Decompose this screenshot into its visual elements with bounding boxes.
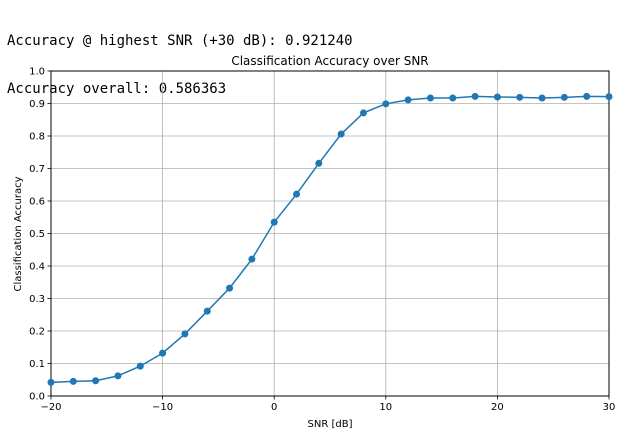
data-point bbox=[471, 92, 479, 100]
y-tick-label: 0.9 bbox=[29, 99, 45, 110]
data-point bbox=[114, 372, 122, 380]
y-tick-label: 0.8 bbox=[29, 132, 45, 143]
x-tick-label: 0 bbox=[271, 402, 277, 413]
data-point bbox=[203, 307, 211, 315]
y-tick-label: 0.1 bbox=[29, 359, 45, 370]
data-point bbox=[47, 378, 55, 386]
y-axis-title: Classification Accuracy bbox=[13, 176, 24, 291]
x-tick-label: −10 bbox=[152, 402, 173, 413]
y-tick-label: 0.2 bbox=[29, 327, 45, 338]
y-tick-label: 0.3 bbox=[29, 294, 45, 305]
data-point bbox=[493, 93, 501, 101]
data-point bbox=[560, 93, 568, 101]
data-point bbox=[293, 190, 301, 198]
x-tick-label: 20 bbox=[491, 402, 504, 413]
data-point bbox=[583, 92, 591, 100]
data-point bbox=[605, 93, 613, 101]
data-point bbox=[382, 100, 390, 108]
y-tick-label: 0.5 bbox=[29, 229, 45, 240]
data-point bbox=[516, 93, 524, 101]
y-tick-label: 0.7 bbox=[29, 164, 45, 175]
data-point bbox=[270, 218, 278, 226]
console-output: Accuracy @ highest SNR (+30 dB): 0.92124… bbox=[7, 1, 353, 113]
data-point bbox=[92, 377, 100, 385]
x-axis-title: SNR [dB] bbox=[308, 419, 353, 430]
accuracy-highest-snr-line: Accuracy @ highest SNR (+30 dB): 0.92124… bbox=[7, 33, 353, 49]
data-point bbox=[359, 109, 367, 117]
data-point bbox=[226, 284, 234, 292]
data-point bbox=[426, 94, 434, 102]
y-tick-label: 0.0 bbox=[29, 392, 45, 403]
data-point bbox=[404, 96, 412, 104]
y-tick-label: 1.0 bbox=[29, 67, 45, 78]
x-tick-label: 10 bbox=[379, 402, 392, 413]
axis-ticks: −20 −10 0 10 20 30 0.0 0.1 0.2 0.3 0.4 0.5 0.6 0.7 0.8… bbox=[29, 67, 615, 414]
x-tick-label: −20 bbox=[40, 402, 61, 413]
data-point bbox=[449, 94, 457, 102]
accuracy-overall-line: Accuracy overall: 0.586363 bbox=[7, 81, 227, 97]
chart-title: Classification Accuracy over SNR bbox=[231, 54, 428, 68]
data-point bbox=[181, 330, 189, 338]
data-point bbox=[69, 377, 77, 385]
data-point bbox=[248, 255, 256, 263]
data-point bbox=[159, 349, 167, 357]
y-tick-label: 0.6 bbox=[29, 197, 45, 208]
data-point bbox=[538, 94, 546, 102]
y-tick-label: 0.4 bbox=[29, 262, 45, 273]
data-point bbox=[136, 362, 144, 370]
data-point bbox=[337, 130, 345, 138]
data-point bbox=[315, 159, 323, 167]
series-line bbox=[50, 95, 610, 384]
grid bbox=[50, 70, 610, 397]
series-layer bbox=[47, 92, 613, 386]
x-tick-label: 30 bbox=[603, 402, 616, 413]
